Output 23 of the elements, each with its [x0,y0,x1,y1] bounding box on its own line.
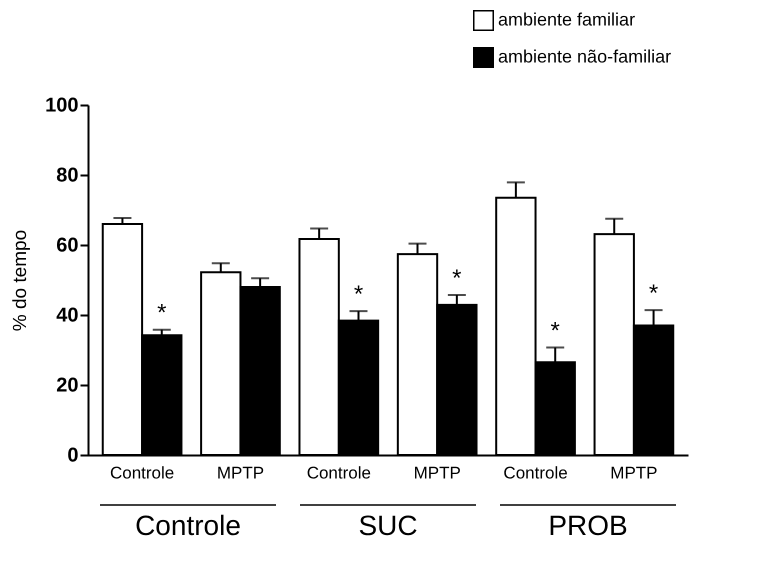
legend-label: ambiente familiar [498,10,636,30]
data-label: * [550,318,560,345]
x-tick-label: Controle [503,464,568,482]
text: SUC [358,510,418,541]
y-tick-label: 0 [67,444,78,466]
data-label: * [157,300,166,327]
data-label: * [354,281,364,308]
x-tick-label: MPTP [216,464,264,482]
y-tick-label: 80 [56,164,78,186]
y-tick-label: 100 [45,94,78,116]
y-axis-title: % do tempo [10,230,32,332]
y-tick-label: 60 [56,234,78,256]
data-label: * [648,280,658,308]
text: Controle [135,510,241,541]
x-tick-label: MPTP [610,464,658,482]
x-tick-label: Controle [110,464,174,482]
y-tick-label: 40 [56,304,78,326]
x-tick-label: MPTP [414,464,461,482]
data-label: * [452,265,462,292]
text: PROB [548,510,628,541]
y-tick-label: 20 [56,374,78,396]
legend-label: ambiente não-familiar [498,46,672,66]
x-tick-label: Controle [306,464,371,482]
